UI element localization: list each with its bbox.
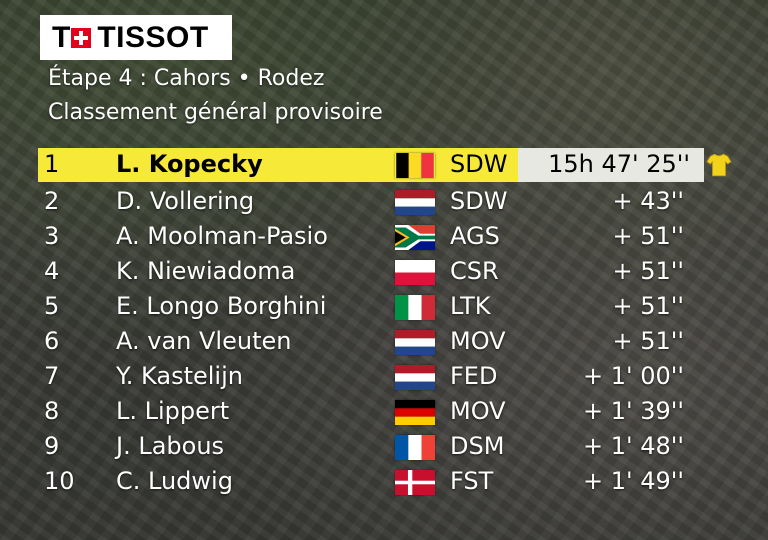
netherlands-flag-icon bbox=[395, 365, 435, 390]
time-gap: + 51'' bbox=[612, 257, 684, 285]
rank: 10 bbox=[44, 467, 75, 495]
team-code: FST bbox=[450, 467, 494, 495]
germany-flag-icon bbox=[395, 400, 435, 425]
rank: 9 bbox=[44, 432, 60, 460]
rider-name: L. Kopecky bbox=[116, 150, 263, 178]
yellow-jersey-icon bbox=[706, 153, 732, 177]
standings-row: 8 L. Lippert MOV + 1' 39'' bbox=[38, 395, 738, 428]
team-code: CSR bbox=[450, 257, 499, 285]
standings-row: 5 E. Longo Borghini LTK + 51'' bbox=[38, 290, 738, 323]
rider-name: C. Ludwig bbox=[116, 467, 233, 495]
rider-name: A. van Vleuten bbox=[116, 327, 292, 355]
overall-time: 15h 47' 25'' bbox=[548, 150, 690, 178]
standings-row: 9 J. Labous DSM + 1' 48'' bbox=[38, 430, 738, 463]
rider-name: Y. Kastelijn bbox=[116, 362, 243, 390]
netherlands-flag-icon bbox=[395, 330, 435, 355]
leader-highlight-bar bbox=[38, 148, 518, 182]
rider-name: J. Labous bbox=[116, 432, 225, 460]
team-code: SDW bbox=[450, 150, 508, 178]
rider-name: L. Lippert bbox=[116, 397, 230, 425]
team-code: FED bbox=[450, 362, 498, 390]
rank: 7 bbox=[44, 362, 60, 390]
standings-row: 2 D. Vollering SDW + 43'' bbox=[38, 185, 738, 218]
team-code: MOV bbox=[450, 397, 506, 425]
standings-row-leader: 1 L. Kopecky SDW 15h 47' 25'' bbox=[38, 148, 738, 182]
standings-row: 3 A. Moolman-Pasio AGS + 51'' bbox=[38, 220, 738, 253]
rank: 5 bbox=[44, 292, 60, 320]
rider-name: D. Vollering bbox=[116, 187, 255, 215]
leader-time-box bbox=[518, 148, 704, 182]
classification-title: Classement général provisoire bbox=[48, 100, 383, 125]
poland-flag-icon bbox=[395, 260, 435, 285]
standings-row: 10 C. Ludwig FST + 1' 49'' bbox=[38, 465, 738, 498]
time-gap: + 1' 49'' bbox=[583, 467, 684, 495]
netherlands-flag-icon bbox=[395, 190, 435, 215]
time-gap: + 51'' bbox=[612, 292, 684, 320]
time-gap: + 1' 00'' bbox=[583, 362, 684, 390]
rank: 4 bbox=[44, 257, 60, 285]
team-code: MOV bbox=[450, 327, 506, 355]
time-gap: + 43'' bbox=[612, 187, 684, 215]
rank: 2 bbox=[44, 187, 60, 215]
rank: 6 bbox=[44, 327, 60, 355]
standings-row: 7 Y. Kastelijn FED + 1' 00'' bbox=[38, 360, 738, 393]
time-gap: + 1' 48'' bbox=[583, 432, 684, 460]
south-africa-flag-icon bbox=[395, 225, 435, 250]
team-code: LTK bbox=[450, 292, 491, 320]
time-gap: + 51'' bbox=[612, 222, 684, 250]
rider-name: K. Niewiadoma bbox=[116, 257, 296, 285]
standings-row: 4 K. Niewiadoma CSR + 51'' bbox=[38, 255, 738, 288]
time-gap: + 1' 39'' bbox=[583, 397, 684, 425]
tissot-logo: T TISSOT bbox=[40, 15, 232, 60]
team-code: AGS bbox=[450, 222, 500, 250]
rank: 8 bbox=[44, 397, 60, 425]
tissot-t-mark: T bbox=[52, 20, 70, 54]
standings-row: 6 A. van Vleuten MOV + 51'' bbox=[38, 325, 738, 358]
france-flag-icon bbox=[395, 435, 435, 460]
stage-title: Étape 4 : Cahors • Rodez bbox=[48, 66, 325, 91]
swiss-cross-icon bbox=[71, 27, 92, 48]
denmark-flag-icon bbox=[395, 470, 435, 495]
italy-flag-icon bbox=[395, 295, 435, 320]
brand-name: TISSOT bbox=[97, 20, 209, 54]
belgium-flag-icon bbox=[396, 153, 434, 178]
time-gap: + 51'' bbox=[612, 327, 684, 355]
rank: 1 bbox=[44, 150, 60, 178]
rider-name: E. Longo Borghini bbox=[116, 292, 327, 320]
rider-name: A. Moolman-Pasio bbox=[116, 222, 328, 250]
rank: 3 bbox=[44, 222, 60, 250]
team-code: DSM bbox=[450, 432, 505, 460]
team-code: SDW bbox=[450, 187, 508, 215]
